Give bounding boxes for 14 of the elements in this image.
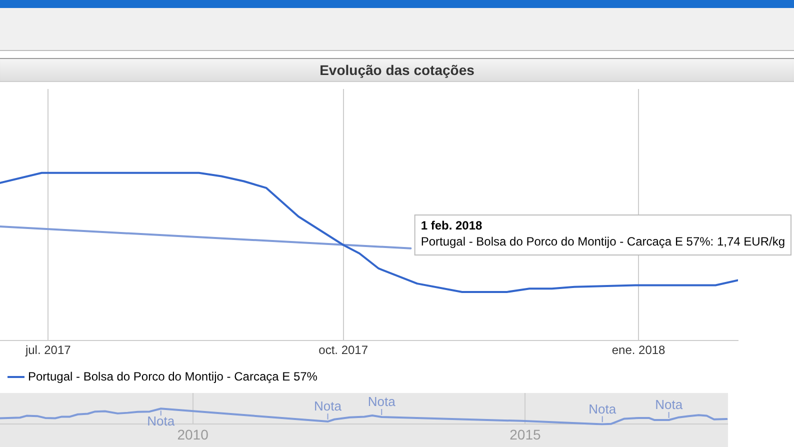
- x-tick-label: 2015: [510, 426, 542, 442]
- annotation: Nota: [588, 401, 617, 416]
- annotation: 1 feb. 2018: [420, 218, 483, 232]
- annotation: Nota: [368, 394, 396, 410]
- annotation: Nota: [147, 414, 176, 429]
- chart-title: Evolução das cotações: [0, 58, 794, 82]
- x-tick-label: ene. 2018: [612, 343, 666, 358]
- x-tick-label: oct. 2017: [318, 343, 368, 358]
- annotation: Nota: [655, 397, 684, 412]
- x-tick-label: 2010: [177, 426, 209, 442]
- x-tick-label: jul. 2017: [24, 343, 72, 358]
- annotation: Portugal - Bolsa do Porco do Montijo - Carcaça E 57%: 1,74 EUR/kg: [420, 234, 786, 248]
- annotation: Nota: [314, 398, 342, 414]
- legend-label: Portugal - Bolsa do Porco do Montijo - Carcaça E 57%: [28, 369, 318, 384]
